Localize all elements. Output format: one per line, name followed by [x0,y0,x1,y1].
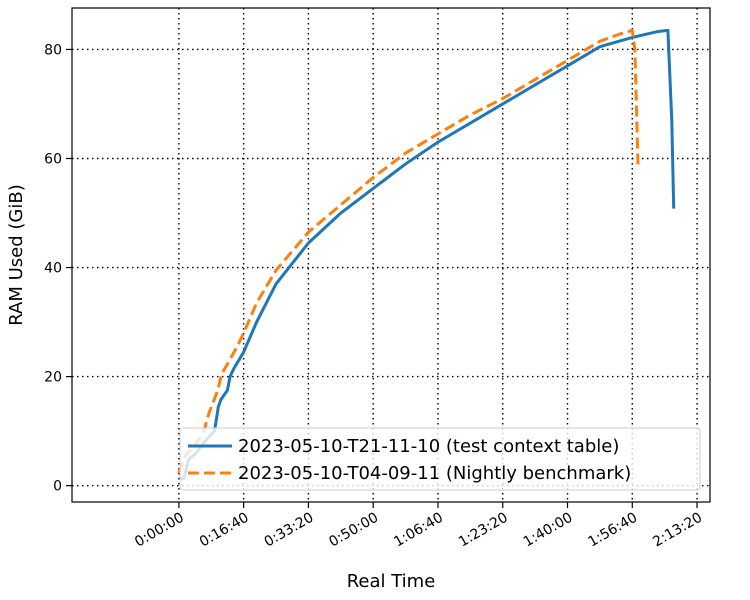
legend-label-nightly-benchmark: 2023-05-10-T04-09-11 (Nightly benchmark) [238,463,631,484]
series-line-nightly-benchmark [177,28,640,474]
y-tick-label: 0 [53,479,62,495]
y-axis-ticks: 0 20 40 60 80 [44,42,72,495]
y-tick-label: 20 [44,370,62,386]
legend-label-test-context-table: 2023-05-10-T21-11-10 (test context table… [238,436,619,457]
y-tick-label: 60 [44,151,62,167]
y-axis-title: RAM Used (GiB) [6,184,27,325]
y-tick-label: 40 [44,261,62,277]
legend: 2023-05-10-T21-11-10 (test context table… [179,427,701,491]
x-axis-title: Real Time [347,571,436,592]
legend-box [179,427,701,491]
plot-frame [71,7,711,503]
grid-lines [72,8,710,502]
y-tick-label: 80 [44,42,62,58]
